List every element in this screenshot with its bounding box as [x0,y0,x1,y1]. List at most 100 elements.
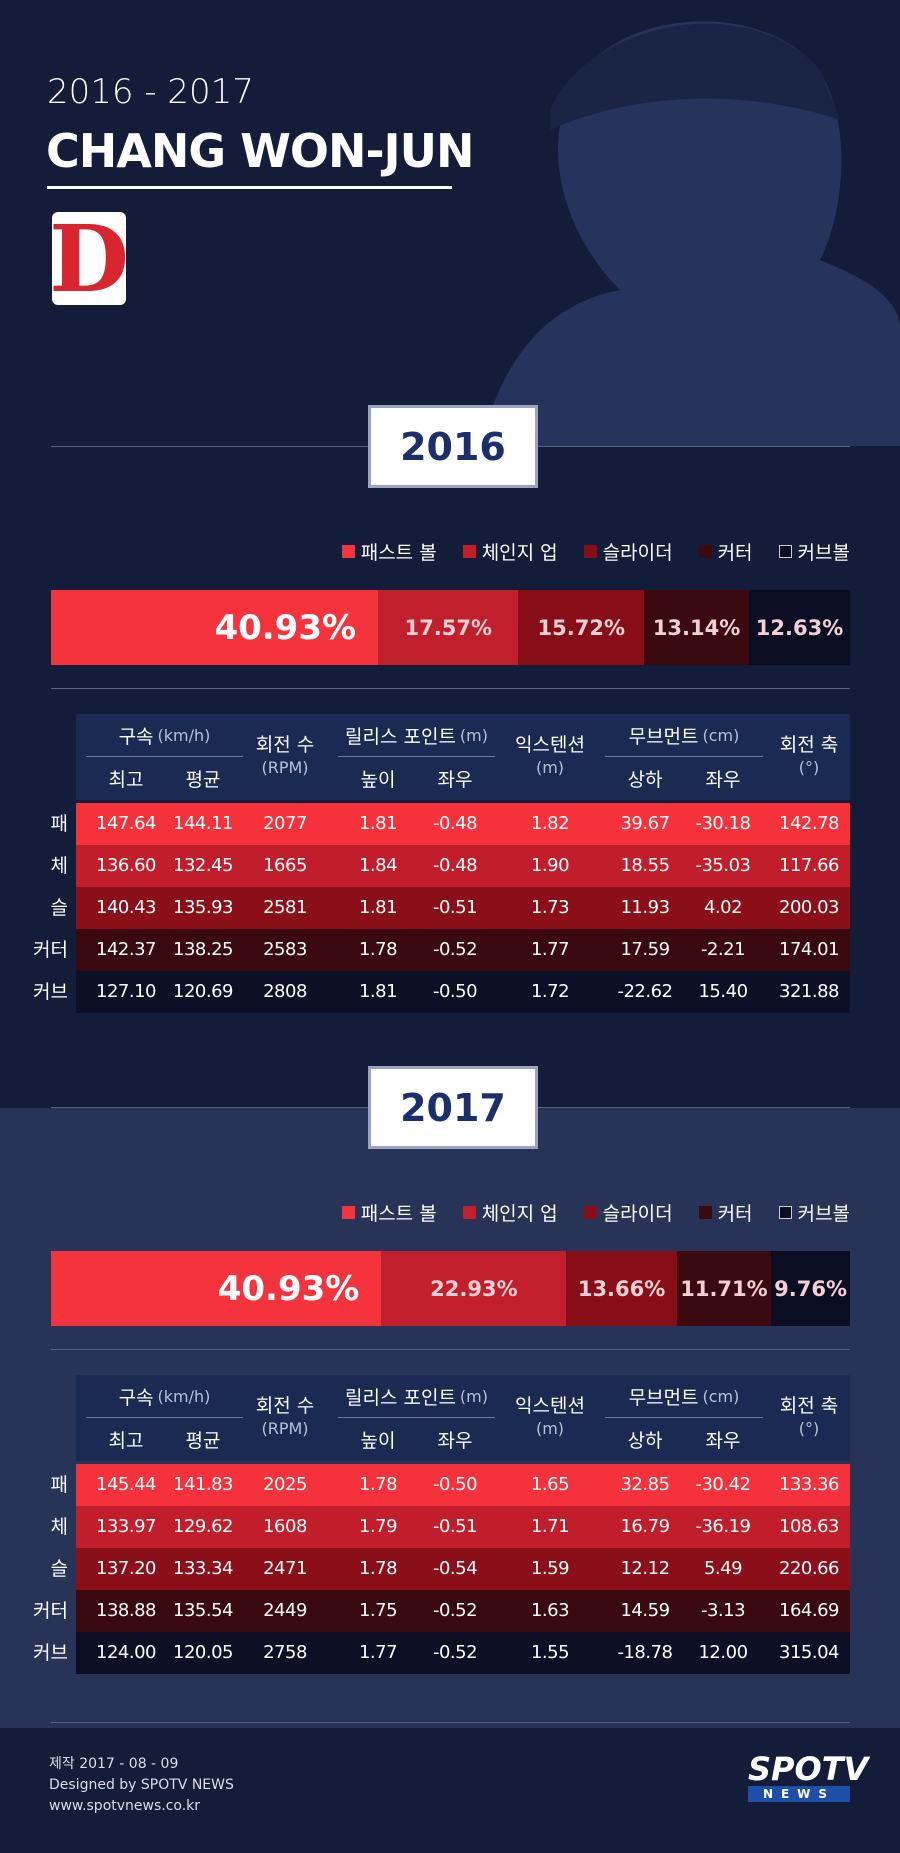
cell: 321.88 [779,981,839,1002]
group-title: 무브먼트 (cm) [605,1375,763,1418]
cell: 1.82 [530,813,570,834]
sub-header: 좌우 [705,769,741,791]
group-name: 구속 [118,725,154,748]
cell: -0.50 [432,1474,478,1495]
column-title: 회전 축 [779,734,839,756]
row-label: 커터 [33,1600,68,1622]
cell: -22.62 [617,981,673,1002]
cell: 1.63 [530,1600,570,1621]
cell: 2471 [263,1558,307,1579]
cell: 135.54 [173,1600,233,1621]
cell: -35.03 [695,855,751,876]
legend-item: 슬라이더 [583,538,673,565]
legend-swatch [698,1206,712,1219]
cell: -36.19 [695,1516,751,1537]
row-label: 슬 [50,1558,68,1580]
cell: 16.79 [620,1516,670,1537]
date: 제작 2017 - 08 - 09 [49,1756,179,1772]
years: 2016 - 2017 [47,72,254,112]
legend-label: 체인지 업 [481,542,558,564]
sub-header: 좌우 [705,1430,741,1452]
cell: 2581 [263,897,307,918]
group-title: 릴리스 포인트 (m) [338,714,495,757]
column-unit: (RPM) [261,758,309,777]
column-unit: (m) [535,1419,565,1438]
cell: -0.48 [432,813,478,834]
cell: 124.00 [96,1642,156,1663]
sub-header: 상하 [627,769,663,791]
row-label: 커터 [33,939,68,961]
sub-header: 높이 [360,769,396,791]
divider [51,1349,850,1350]
sub-header: 평균 [185,769,221,791]
bar-segment: 40.93% [51,1251,382,1326]
cell: 1.55 [530,1642,570,1663]
cell: 140.43 [96,897,156,918]
legend-label: 커브볼 [797,1203,850,1225]
bar-label: 13.14% [652,615,741,640]
row-label: 체 [50,855,68,877]
bar-label: 22.93% [430,1276,518,1301]
group-unit: (m) [459,1386,488,1406]
bar-label: 17.57% [404,615,492,640]
bar-segment: 17.57% [378,590,519,665]
bar-segment: 22.93% [381,1251,567,1326]
cell: 145.44 [96,1474,156,1495]
cell: 2077 [263,813,307,834]
sub-header: 최고 [108,1430,144,1452]
row-bg [76,1506,850,1548]
row-label: 패 [50,1474,68,1496]
legend-label: 커브볼 [797,542,850,564]
legend-item: 패스트 볼 [341,1199,437,1226]
cell: 138.88 [96,1600,156,1621]
cell: 142.37 [96,939,156,960]
bar-label: 13.66% [577,1276,666,1301]
group-name: 릴리스 포인트 [345,1386,456,1409]
column-title: 회전 축 [779,1395,839,1417]
cell: 135.93 [173,897,233,918]
legend-swatch [778,1206,792,1219]
cell: 174.01 [779,939,839,960]
credits: 제작 2017 - 08 - 09 Designed by SPOTV NEWS… [49,1754,234,1817]
bar-segment: 13.66% [566,1251,677,1326]
cell: 17.59 [620,939,670,960]
cell: 32.85 [620,1474,670,1495]
cell: -0.50 [432,981,478,1002]
group-unit: (km/h) [157,725,211,745]
group-title: 구속 (km/h) [86,714,243,757]
cell: 2808 [263,981,307,1002]
column-title: 익스텐션 [515,1395,585,1417]
cell: 1.65 [530,1474,570,1495]
cell: 129.62 [173,1516,233,1537]
legend-label: 커터 [717,1203,753,1225]
url: www.spotvnews.co.kr [49,1798,201,1814]
cell: 12.12 [620,1558,670,1579]
bar-label: 15.72% [537,615,625,640]
legend-label: 슬라이더 [602,542,673,564]
sub-header: 상하 [627,1430,663,1452]
legend-swatch [462,1206,476,1219]
cell: 5.49 [703,1558,743,1579]
legend-label: 패스트 볼 [360,1203,437,1225]
row-bg [76,1464,850,1506]
legend-item: 체인지 업 [462,1199,558,1226]
bar-segment: 13.14% [644,590,750,665]
group-title: 구속 (km/h) [86,1375,243,1418]
divider [51,688,850,689]
cell: 1.90 [530,855,570,876]
cell: -0.51 [432,897,478,918]
legend-swatch [462,545,476,558]
legend-swatch [698,545,712,558]
cell: 137.20 [96,1558,156,1579]
legend-item: 패스트 볼 [341,538,437,565]
row-label: 커브 [33,981,68,1003]
cell: 1.72 [530,981,570,1002]
column-title: 회전 수 [255,734,315,756]
row-bg [76,1548,850,1590]
group-unit: (km/h) [157,1386,211,1406]
cell: -0.48 [432,855,478,876]
row-bg [76,1590,850,1632]
row-bg [76,929,850,971]
cell: 1.78 [358,1558,398,1579]
